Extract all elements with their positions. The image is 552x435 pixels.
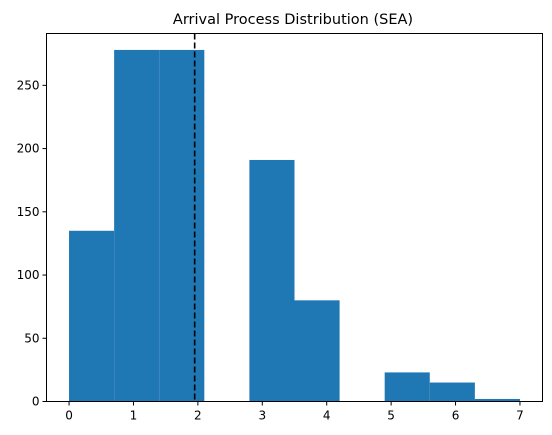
histogram-bar-7 [384,372,430,402]
x-tick-label-2: 2 [194,409,202,423]
x-tick-label-7: 7 [516,409,524,423]
histogram-bar-9 [474,398,520,402]
x-axis: 0 1 2 3 4 5 6 7 [65,401,524,423]
y-tick-label-50: 50 [24,331,39,345]
x-tick-label-4: 4 [323,409,331,423]
plot-frame [46,33,543,402]
y-tick-label-200: 200 [17,142,40,156]
chart-title: Arrival Process Distribution (SEA) [173,12,413,28]
y-tick-label-150: 150 [17,205,40,219]
bars-group [69,49,520,402]
x-tick-label-6: 6 [452,409,460,423]
x-tick-label-3: 3 [258,409,266,423]
histogram-bar-2 [159,49,205,402]
histogram-bar-5 [294,300,340,402]
y-tick-label-100: 100 [17,268,40,282]
histogram-bar-1 [114,49,160,402]
y-tick-label-0: 0 [32,395,40,409]
x-tick-label-5: 5 [387,409,395,423]
histogram-bar-0 [69,230,115,402]
histogram-bar-4 [249,159,295,402]
x-tick-label-1: 1 [130,409,138,423]
histogram-bar-8 [429,382,475,402]
x-tick-label-0: 0 [65,409,73,423]
y-axis: 0 50 100 150 200 250 [17,78,47,409]
y-tick-label-250: 250 [17,78,40,92]
